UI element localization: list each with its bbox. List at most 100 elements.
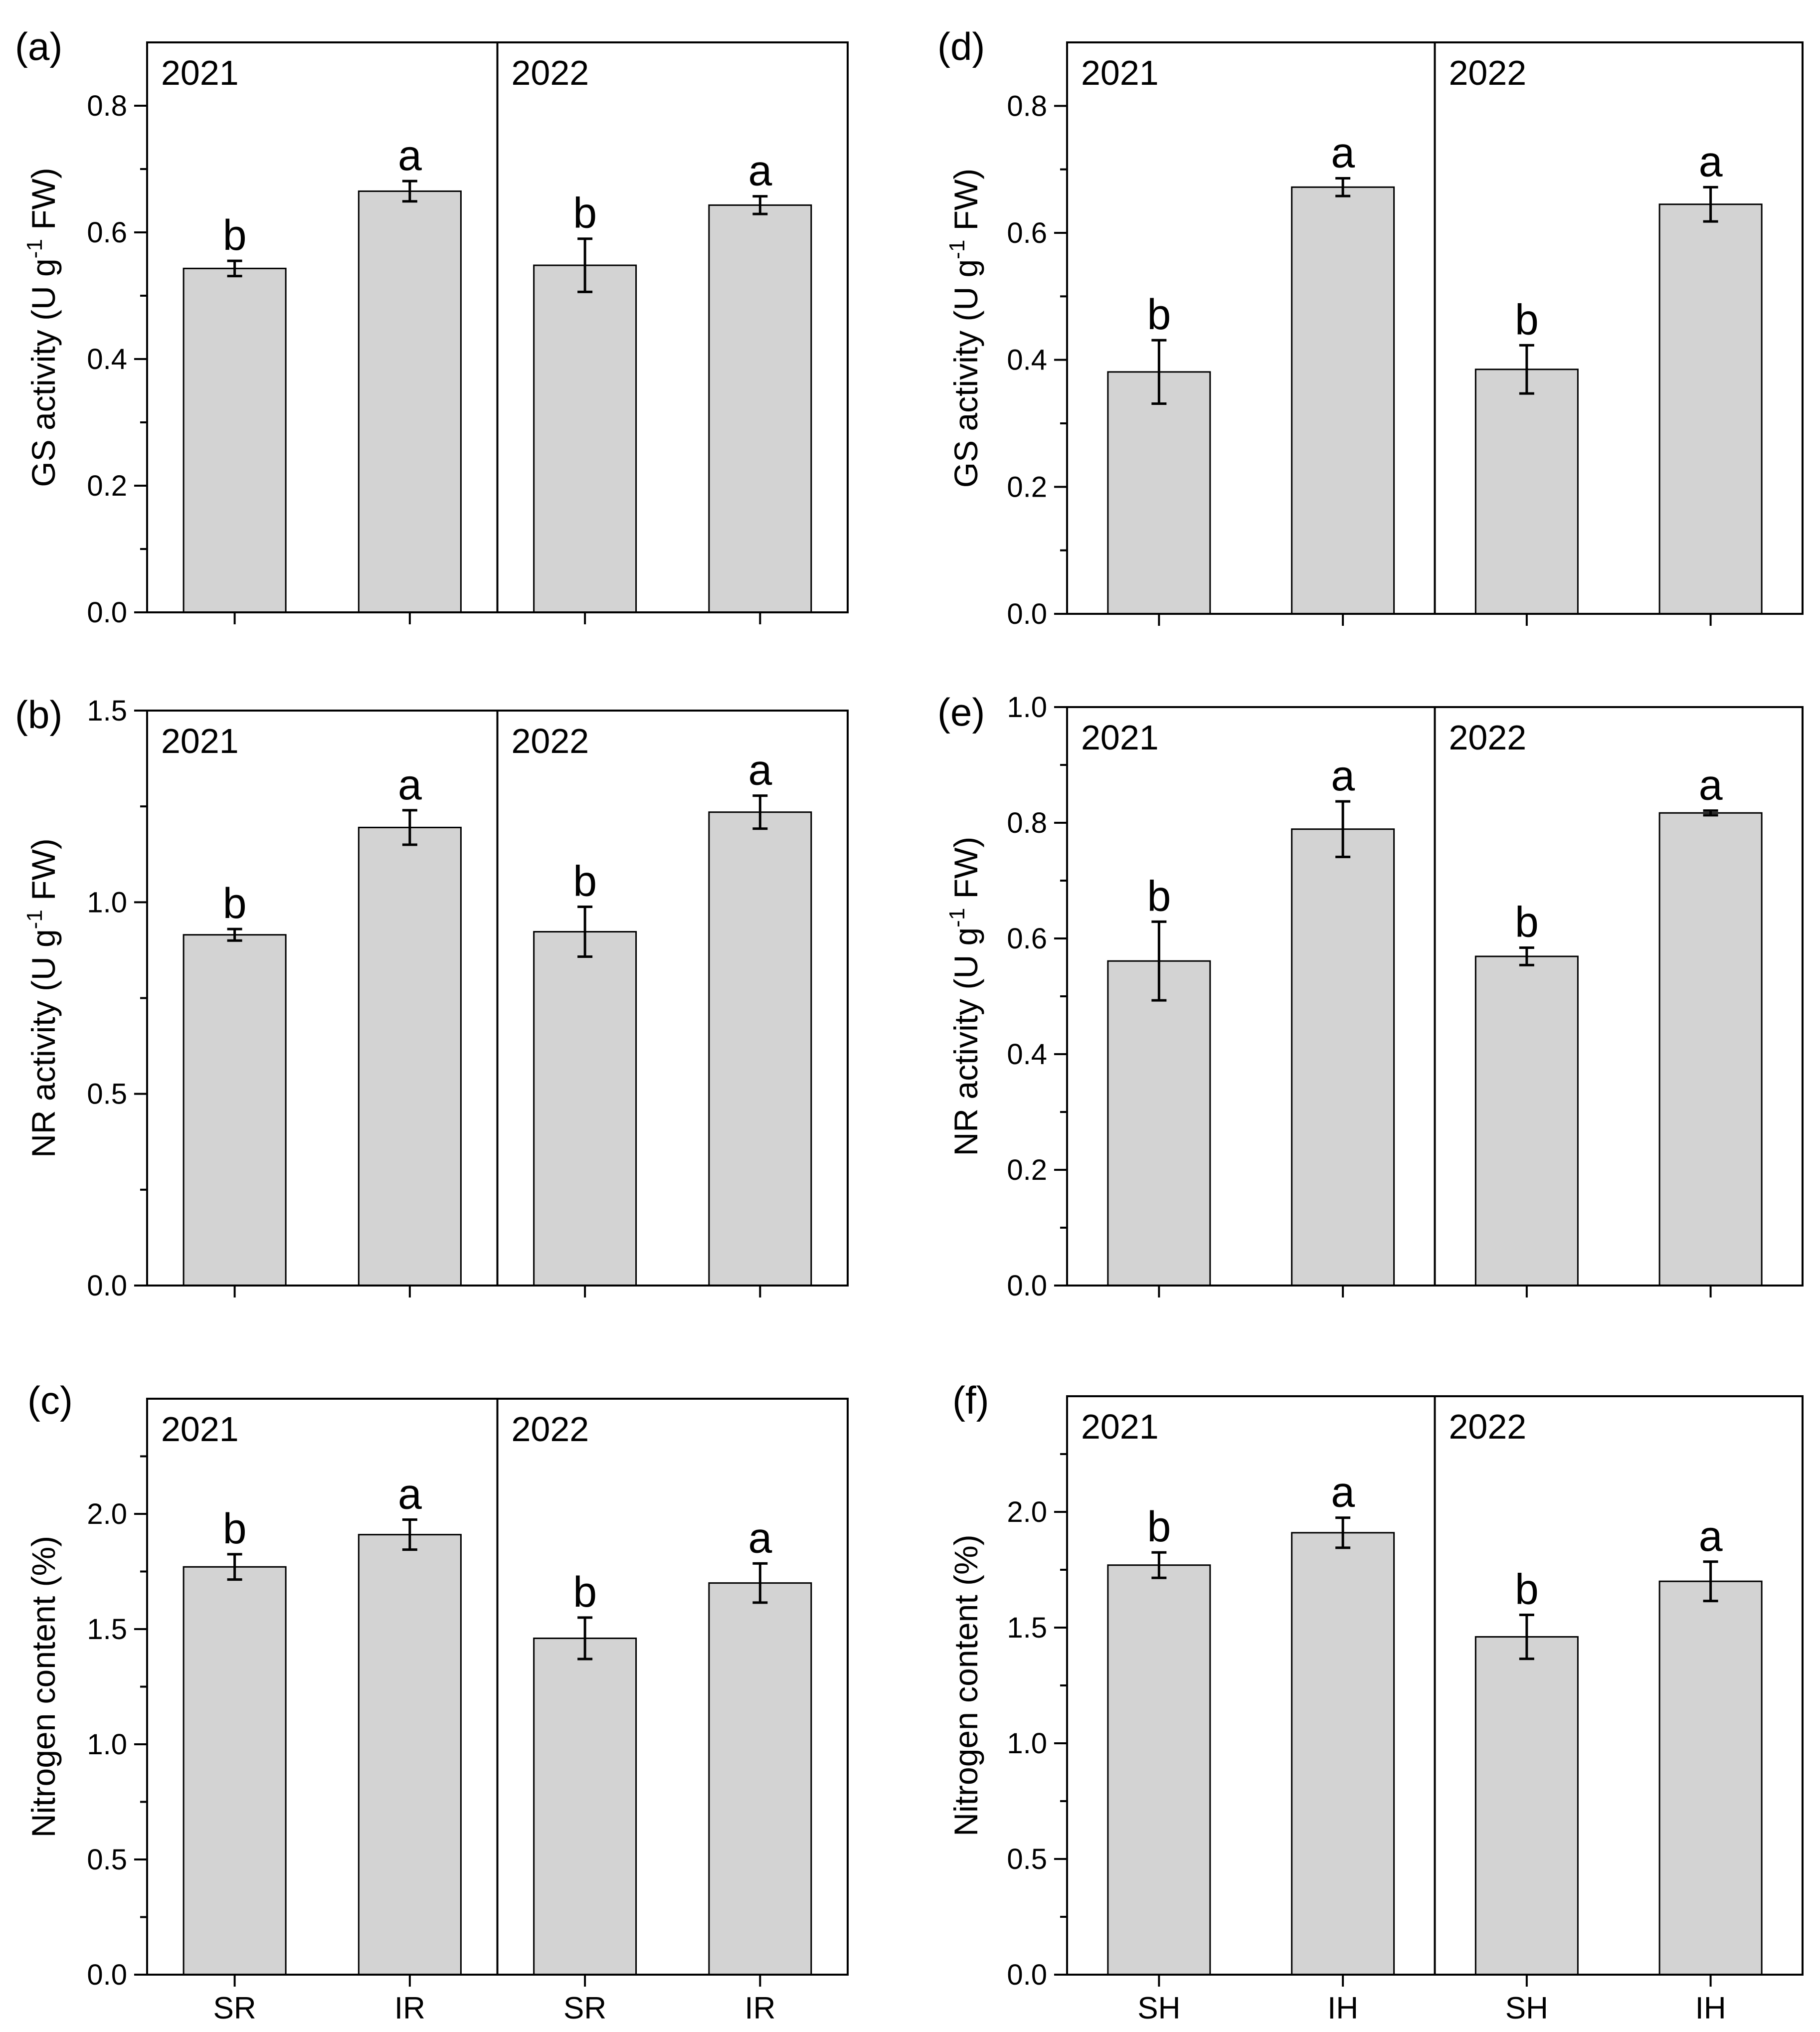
error-bar [402,809,417,846]
significance-letter: a [1699,1512,1723,1560]
error-bar [1335,177,1351,197]
y-axis-title: Nitrogen content (%) [25,1536,62,1838]
error-bar [1151,1551,1167,1579]
panel-f: (f) b a b a 2021 2022 0.0 0.5 1.0 1.5 2.0 SH IH SH IH Ni… [947,1378,1804,2026]
y-tick-label: 1.0 [1007,1727,1047,1760]
error-bar [1703,1560,1718,1603]
error-bar [577,906,593,958]
bar-ir-2022 [708,204,812,613]
bar-ih-2021 [1291,1532,1395,1976]
significance-letter: b [223,211,247,259]
y-axis-title: Nitrogen content (%) [947,1534,984,1836]
bar-sr-2022 [533,264,637,613]
panel-label: (c) [27,1378,73,1422]
bar-ir-2021 [358,826,462,1287]
panel-label: (e) [937,690,985,734]
error-bar [1151,920,1167,1002]
x-tick-label-ih: IH [1327,1991,1358,2026]
y-tick-label: 0.5 [87,1844,127,1876]
y-tick-label: 0.4 [87,343,127,375]
error-bar [1703,185,1718,223]
panel-e: (e) b a b a 2021 2022 0.0 0.2 0.4 0.6 0.8 1.0 NR acti… [937,690,1804,1302]
bar-sr-2021 [182,267,287,613]
x-tick-label-sh: SH [1505,1991,1548,2026]
y-tick-label: 1.0 [87,886,127,919]
panel-a: (a) b a b a 2021 2022 0.0 0.2 0.4 0.6 0.8 GS activit… [15,24,849,629]
year-label-2021: 2021 [161,1410,239,1449]
bar-sh-2021 [1107,371,1211,615]
error-bar [752,195,768,215]
x-tick-label-ir: IR [744,1991,775,2026]
error-bar [1519,1613,1534,1661]
y-tick-label: 2.0 [1007,1496,1047,1528]
panel-label: (b) [15,693,62,737]
x-tick-label-ir: IR [394,1991,425,2026]
panel-label: (a) [15,24,62,68]
y-tick-label: 0.8 [87,90,127,122]
significance-letter: a [748,1514,772,1562]
significance-letter: a [748,147,772,195]
significance-letter: a [1331,1469,1355,1516]
panel-label: (f) [952,1378,989,1422]
y-tick-label: 0.0 [87,1270,127,1302]
year-label-2021: 2021 [161,722,239,760]
error-bar [227,259,242,278]
bar-sr-2022 [533,931,637,1287]
significance-letter: a [398,761,422,809]
y-tick-label: 0.0 [1007,1270,1047,1302]
significance-letter: a [1699,138,1723,185]
significance-letter: b [1515,1565,1539,1613]
bar-sh-2022 [1474,369,1579,615]
year-label-2021: 2021 [1081,1407,1159,1446]
year-label-2022: 2022 [512,53,589,92]
year-label-2022: 2022 [1449,718,1527,757]
bar-sr-2021 [182,1566,287,1976]
bar-sh-2022 [1474,1636,1579,1976]
significance-letter: b [573,858,597,906]
error-bar [577,1616,593,1661]
bar-ih-2021 [1291,186,1395,615]
y-axis-title: NR activity (U g-1 FW) [945,837,984,1156]
y-tick-label: 0.0 [1007,598,1047,630]
bar-sr-2021 [182,934,287,1287]
y-tick-label: 1.5 [87,1613,127,1646]
significance-letter: b [1147,872,1171,920]
error-bar [402,180,417,203]
y-tick-label: 0.4 [1007,344,1047,376]
y-tick-label: 0.5 [1007,1843,1047,1875]
significance-letter: a [1699,761,1723,809]
significance-letter: b [573,1568,597,1616]
panel-b: (b) b a b a 2021 2022 0.0 0.5 1.0 1.5 NR activity (… [15,693,849,1302]
y-tick-label: 0.8 [1007,90,1047,122]
bar-sh-2022 [1474,955,1579,1287]
y-tick-label: 0.2 [1007,471,1047,503]
x-tick-label-ih: IH [1695,1991,1726,2026]
y-axis-title: GS activity (U g-1 FW) [945,169,984,488]
bar-ir-2022 [708,811,812,1287]
significance-letter: a [1331,129,1355,177]
y-tick-label: 0.8 [1007,807,1047,839]
bar-ih-2022 [1658,1580,1763,1976]
y-tick-label: 0.6 [1007,217,1047,249]
error-bar [227,927,242,942]
x-tick-label-sr: SR [563,1991,606,2026]
error-bar [577,237,593,293]
year-label-2022: 2022 [512,1410,589,1449]
significance-letter: a [398,1471,422,1518]
significance-letter: b [1515,899,1539,946]
y-tick-label: 1.5 [1007,1612,1047,1644]
bar-ir-2021 [358,1534,462,1976]
bar-ih-2022 [1658,812,1763,1287]
y-tick-label: 1.0 [1007,691,1047,724]
panel-d: (d) b a b a 2021 2022 0.0 0.2 0.4 0.6 0.8 GS activit… [937,24,1804,630]
y-tick-label: 0.2 [1007,1154,1047,1186]
significance-letter: b [573,189,597,237]
error-bar [1335,1516,1351,1549]
bar-ih-2022 [1658,203,1763,615]
bar-sh-2021 [1107,1564,1211,1976]
x-tick-label-sr: SR [213,1991,256,2026]
bar-ir-2021 [358,190,462,613]
significance-letter: b [1147,291,1171,339]
year-label-2021: 2021 [1081,718,1159,757]
